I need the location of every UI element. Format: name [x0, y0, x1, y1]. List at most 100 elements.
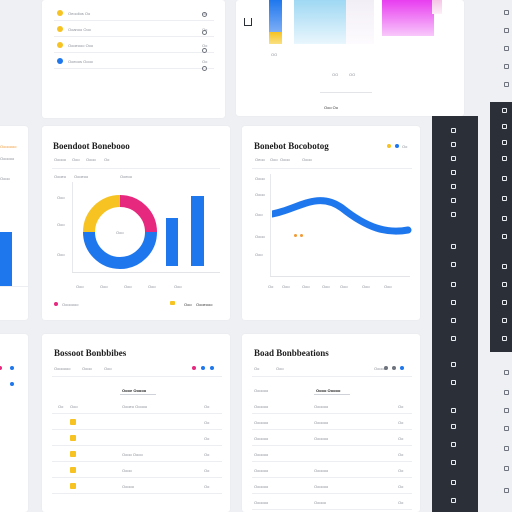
rail-nav-icon[interactable]	[502, 234, 507, 239]
row-end: Oo	[398, 452, 404, 457]
rail-nav-icon[interactable]	[502, 124, 507, 129]
table-row[interactable]: Oooooo Oo	[242, 452, 420, 464]
row-action-icon[interactable]	[202, 12, 207, 17]
axis-label-2: OO	[332, 72, 339, 77]
bl-tab-2[interactable]: Oooo	[82, 366, 92, 371]
line-chart-card: Bonebot Bocobotog Oo Oeoo Ooo Oooo Oooo …	[242, 126, 420, 320]
table-row[interactable]: Oo	[42, 435, 230, 448]
table-row[interactable]: Oooooo Ooooo Oo	[242, 500, 420, 512]
edge-icon[interactable]	[504, 64, 509, 69]
rail-nav-icon[interactable]	[502, 318, 507, 323]
table-row[interactable]: Oo Ooo Oooeo Ooooo Oo	[42, 404, 230, 416]
br-tab-3[interactable]: Ooo	[276, 366, 284, 371]
donut-x-tick-5: Ooo	[174, 284, 182, 289]
table-row[interactable]: Ooooo Oo	[42, 483, 230, 496]
sidebar-nav-icon[interactable]	[451, 460, 456, 465]
sidebar-nav-icon[interactable]	[451, 362, 456, 367]
donut-chart	[83, 195, 157, 269]
table-row[interactable]: Oooooo Oooooo Oo	[242, 484, 420, 496]
list-row-label: Oooeooo Ooo	[68, 43, 94, 48]
donut-filter-1[interactable]: Oooeo	[54, 174, 67, 179]
sidebar-nav-icon[interactable]	[451, 156, 456, 161]
rail-nav-icon[interactable]	[502, 176, 507, 181]
sidebar-nav-icon[interactable]	[451, 498, 456, 503]
rail-nav-icon[interactable]	[502, 156, 507, 161]
sidebar-nav-icon[interactable]	[451, 262, 456, 267]
sidebar-nav-icon[interactable]	[451, 318, 456, 323]
sidebar-nav-icon[interactable]	[451, 170, 456, 175]
sidebar-nav-icon[interactable]	[451, 424, 456, 429]
edge-icon[interactable]	[504, 408, 509, 413]
table-row[interactable]: Oooooo Oooooo Oo	[242, 420, 420, 432]
sidebar-nav-icon[interactable]	[451, 282, 456, 287]
table-row[interactable]: Oooooo Oooooo Oo	[242, 468, 420, 480]
bar-magenta-gradient	[382, 0, 434, 36]
edge-icon[interactable]	[504, 370, 509, 375]
sidebar-nav-icon[interactable]	[451, 244, 456, 249]
edge-icon[interactable]	[504, 488, 509, 493]
sidebar-nav-icon[interactable]	[451, 300, 456, 305]
row-action-icon[interactable]	[202, 48, 207, 53]
sidebar-nav-icon[interactable]	[451, 336, 456, 341]
sidebar-nav-icon[interactable]	[451, 408, 456, 413]
row-value: Oooooo	[314, 436, 329, 441]
row-action-icon[interactable]	[202, 30, 207, 35]
rail-nav-icon[interactable]	[502, 282, 507, 287]
rail-nav-icon[interactable]	[502, 264, 507, 269]
line-marker-orange-2	[300, 234, 303, 237]
table-row[interactable]: Oooooo Oooooo Oo	[242, 404, 420, 416]
list-row-label: Ooeoos Oooo	[68, 59, 93, 64]
table-row[interactable]: Oooo Oo	[42, 467, 230, 480]
rail-nav-icon[interactable]	[502, 108, 507, 113]
row-name: Oooooo	[254, 452, 269, 457]
edge-icon[interactable]	[504, 82, 509, 87]
rail-nav-icon[interactable]	[502, 216, 507, 221]
table-row[interactable]: Oooo Oooo Oo	[42, 451, 230, 464]
line-y-tick-2: Oooo	[255, 192, 265, 197]
sidebar-nav-icon[interactable]	[451, 480, 456, 485]
br-header-name: Oooooo	[254, 388, 269, 393]
edge-icon[interactable]	[504, 390, 509, 395]
edge-icon[interactable]	[504, 446, 509, 451]
top-indicator-icon	[244, 18, 252, 26]
row-value: Oooooo	[314, 404, 329, 409]
row-end: Oo	[398, 404, 404, 409]
left-edge-bottom-card	[0, 334, 28, 512]
sidebar-nav-icon[interactable]	[451, 142, 456, 147]
edge-icon[interactable]	[504, 10, 509, 15]
edge-icon[interactable]	[504, 426, 509, 431]
br-tab-1[interactable]: Ooooo	[374, 366, 387, 371]
bl-tab-1[interactable]: Ooooooo	[54, 366, 71, 371]
edge-icon[interactable]	[504, 28, 509, 33]
edge-icon[interactable]	[504, 46, 509, 51]
table-row[interactable]: Oo	[42, 419, 230, 432]
row-end: Oo	[204, 404, 210, 409]
row-action-icon[interactable]	[202, 66, 207, 71]
line-legend-label: Oo	[402, 144, 408, 149]
br-header-value: Oooo Ooooo	[316, 388, 341, 393]
sidebar-nav-icon[interactable]	[451, 442, 456, 447]
sidebar-nav-icon[interactable]	[451, 380, 456, 385]
rail-nav-icon[interactable]	[502, 300, 507, 305]
sidebar-nav-icon[interactable]	[451, 184, 456, 189]
donut-filter-3[interactable]: Ooeoo	[120, 174, 133, 179]
rail-nav-icon[interactable]	[502, 140, 507, 145]
rail-nav-icon[interactable]	[502, 336, 507, 341]
sidebar-nav-icon[interactable]	[451, 198, 456, 203]
rail-nav-icon[interactable]	[502, 196, 507, 201]
bar-blue-gradient	[269, 0, 282, 38]
row-name: Oooooo	[254, 500, 269, 505]
sidebar-nav-icon[interactable]	[451, 212, 456, 217]
sidebar-nav-icon[interactable]	[451, 128, 456, 133]
donut-filter-2[interactable]: Oooeoo	[74, 174, 89, 179]
bl-tab-3[interactable]: Ooo	[104, 366, 112, 371]
legend-label-2: Ooo	[184, 302, 192, 307]
donut-subtitle-1: Ooooo	[54, 157, 67, 162]
donut-segment	[83, 231, 157, 269]
edge-icon[interactable]	[504, 466, 509, 471]
row-id: Oo	[58, 404, 64, 409]
br-tab-2[interactable]: Oo	[254, 366, 260, 371]
line-subtitle-2: Ooo	[270, 157, 278, 162]
table-row[interactable]: Oooooo Oooooo Oo	[242, 436, 420, 448]
list-row-label: Ooanoo Ooo	[68, 27, 91, 32]
